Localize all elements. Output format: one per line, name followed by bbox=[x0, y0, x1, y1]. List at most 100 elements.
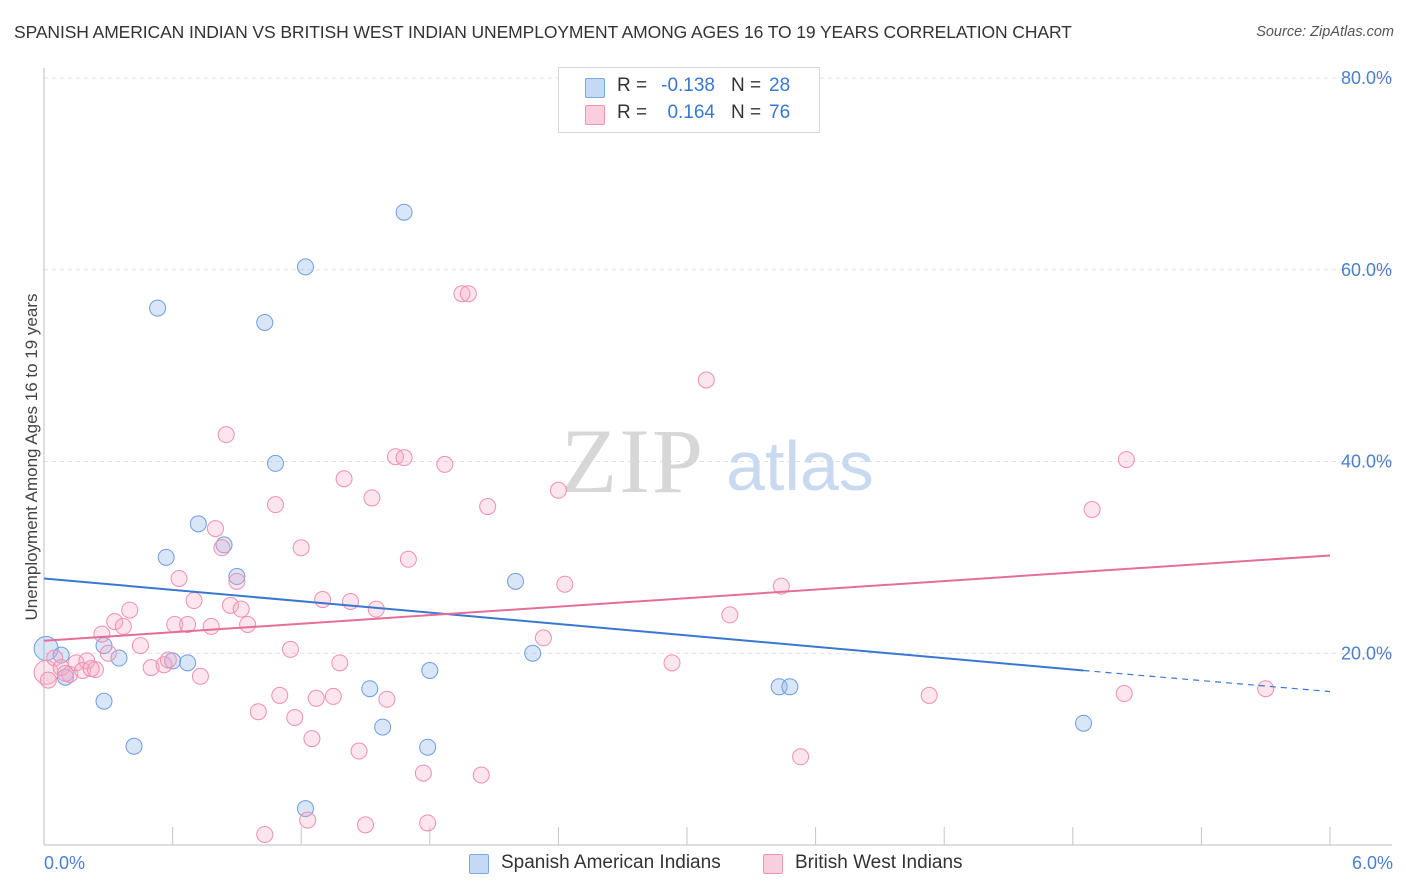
point-british-west-indian bbox=[378, 690, 396, 708]
point-british-west-indian bbox=[56, 664, 74, 682]
point-british-west-indian bbox=[228, 572, 246, 590]
point-spanish-american bbox=[125, 737, 143, 755]
point-british-west-indian bbox=[335, 470, 353, 488]
point-british-west-indian bbox=[697, 371, 715, 389]
legend-n-value: 28 bbox=[769, 75, 791, 96]
x-tick-label: 6.0% bbox=[1352, 853, 1393, 873]
legend-n-value: 76 bbox=[769, 102, 791, 123]
gridlines bbox=[44, 77, 1392, 654]
legend-r-value: -0.138 bbox=[661, 75, 715, 96]
y-tick-label: 20.0% bbox=[1341, 643, 1392, 663]
point-british-west-indian bbox=[663, 654, 681, 672]
tick-labels: 20.0% 40.0% 60.0% 80.0% 0.0% 6.0% bbox=[44, 68, 1393, 873]
point-spanish-american bbox=[189, 515, 207, 533]
point-british-west-indian bbox=[303, 730, 321, 748]
trend-line-british-west-indian bbox=[43, 554, 1331, 642]
point-british-west-indian bbox=[453, 285, 471, 303]
point-british-west-indian bbox=[106, 613, 124, 631]
point-spanish-american bbox=[374, 718, 392, 736]
point-british-west-indian bbox=[191, 667, 209, 685]
point-british-west-indian bbox=[131, 637, 149, 655]
point-british-west-indian bbox=[395, 449, 413, 467]
point-spanish-american bbox=[781, 678, 799, 696]
point-british-west-indian bbox=[82, 660, 100, 678]
stats-legend: R = -0.138 N = 28 R = 0.164 N = 76 bbox=[558, 67, 820, 133]
point-spanish-american bbox=[1075, 714, 1093, 732]
point-british-west-indian bbox=[772, 577, 790, 595]
point-british-west-indian bbox=[331, 654, 349, 672]
point-british-west-indian bbox=[266, 496, 284, 514]
point-british-west-indian bbox=[121, 601, 139, 619]
point-british-west-indian bbox=[419, 814, 437, 832]
trend-lines bbox=[43, 554, 1331, 693]
point-british-west-indian bbox=[114, 617, 132, 635]
point-british-west-indian bbox=[232, 600, 250, 618]
point-british-west-indian bbox=[281, 640, 299, 658]
point-spanish-american bbox=[524, 644, 542, 662]
point-british-west-indian bbox=[472, 766, 490, 784]
point-british-west-indian bbox=[249, 703, 267, 721]
point-british-west-indian bbox=[221, 596, 239, 614]
point-british-west-indian bbox=[549, 481, 567, 499]
watermark-zip: ZIP bbox=[561, 410, 705, 512]
y-axis-label: Unemployment Among Ages 16 to 19 years bbox=[22, 294, 41, 621]
point-british-west-indian bbox=[1115, 685, 1133, 703]
data-points bbox=[33, 203, 1275, 843]
point-spanish-american bbox=[149, 299, 167, 317]
point-british-west-indian bbox=[399, 550, 417, 568]
point-spanish-american bbox=[256, 313, 274, 331]
point-british-west-indian bbox=[286, 708, 304, 726]
point-british-west-indian bbox=[292, 539, 310, 557]
point-spanish-american bbox=[110, 649, 128, 667]
point-british-west-indian bbox=[39, 671, 57, 689]
point-british-west-indian bbox=[556, 575, 574, 593]
point-spanish-american bbox=[266, 454, 284, 472]
point-british-west-indian bbox=[299, 811, 317, 829]
point-british-west-indian bbox=[271, 686, 289, 704]
chart-title: SPANISH AMERICAN INDIAN VS BRITISH WEST … bbox=[14, 22, 1072, 42]
point-british-west-indian bbox=[179, 615, 197, 633]
y-tick-label: 80.0% bbox=[1341, 68, 1392, 88]
point-british-west-indian bbox=[414, 764, 432, 782]
point-british-west-indian bbox=[78, 652, 96, 670]
point-british-west-indian bbox=[1117, 451, 1135, 469]
point-british-west-indian bbox=[239, 615, 257, 633]
point-british-west-indian bbox=[217, 426, 235, 444]
legend-r-value: 0.164 bbox=[667, 102, 715, 123]
trend-line-spanish-american-extension bbox=[1083, 669, 1331, 693]
point-spanish-american bbox=[296, 258, 314, 276]
point-british-west-indian bbox=[479, 498, 497, 516]
point-british-west-indian bbox=[1257, 680, 1275, 698]
legend-swatch-blue bbox=[585, 78, 605, 98]
point-spanish-american bbox=[95, 692, 113, 710]
point-british-west-indian bbox=[459, 285, 477, 303]
series-label: Spanish American Indians bbox=[501, 852, 721, 873]
legend-r-label: R = bbox=[617, 75, 648, 96]
point-spanish-american bbox=[157, 548, 175, 566]
point-british-west-indian bbox=[202, 617, 220, 635]
point-british-west-indian bbox=[357, 816, 374, 834]
point-british-west-indian bbox=[534, 629, 552, 647]
trend-line-spanish-american bbox=[43, 577, 1084, 672]
point-british-west-indian bbox=[99, 644, 117, 662]
point-british-west-indian bbox=[350, 742, 368, 760]
legend-r-label: R = bbox=[617, 102, 648, 123]
point-british-west-indian bbox=[721, 606, 739, 624]
point-british-west-indian bbox=[387, 448, 405, 466]
legend-swatch-pink bbox=[585, 105, 605, 125]
point-british-west-indian bbox=[185, 592, 203, 610]
point-spanish-american bbox=[507, 572, 525, 590]
point-british-west-indian bbox=[159, 651, 177, 669]
point-british-west-indian bbox=[363, 489, 381, 507]
point-british-west-indian bbox=[314, 591, 332, 609]
point-british-west-indian bbox=[920, 686, 938, 704]
point-british-west-indian bbox=[792, 748, 810, 766]
point-british-west-indian bbox=[74, 662, 92, 680]
point-british-west-indian bbox=[170, 569, 188, 587]
x-tick-label: 0.0% bbox=[44, 853, 85, 873]
point-british-west-indian bbox=[1083, 500, 1101, 518]
series-label: British West Indians bbox=[795, 852, 963, 873]
point-british-west-indian bbox=[142, 659, 160, 677]
legend-n-label: N = bbox=[731, 75, 762, 96]
